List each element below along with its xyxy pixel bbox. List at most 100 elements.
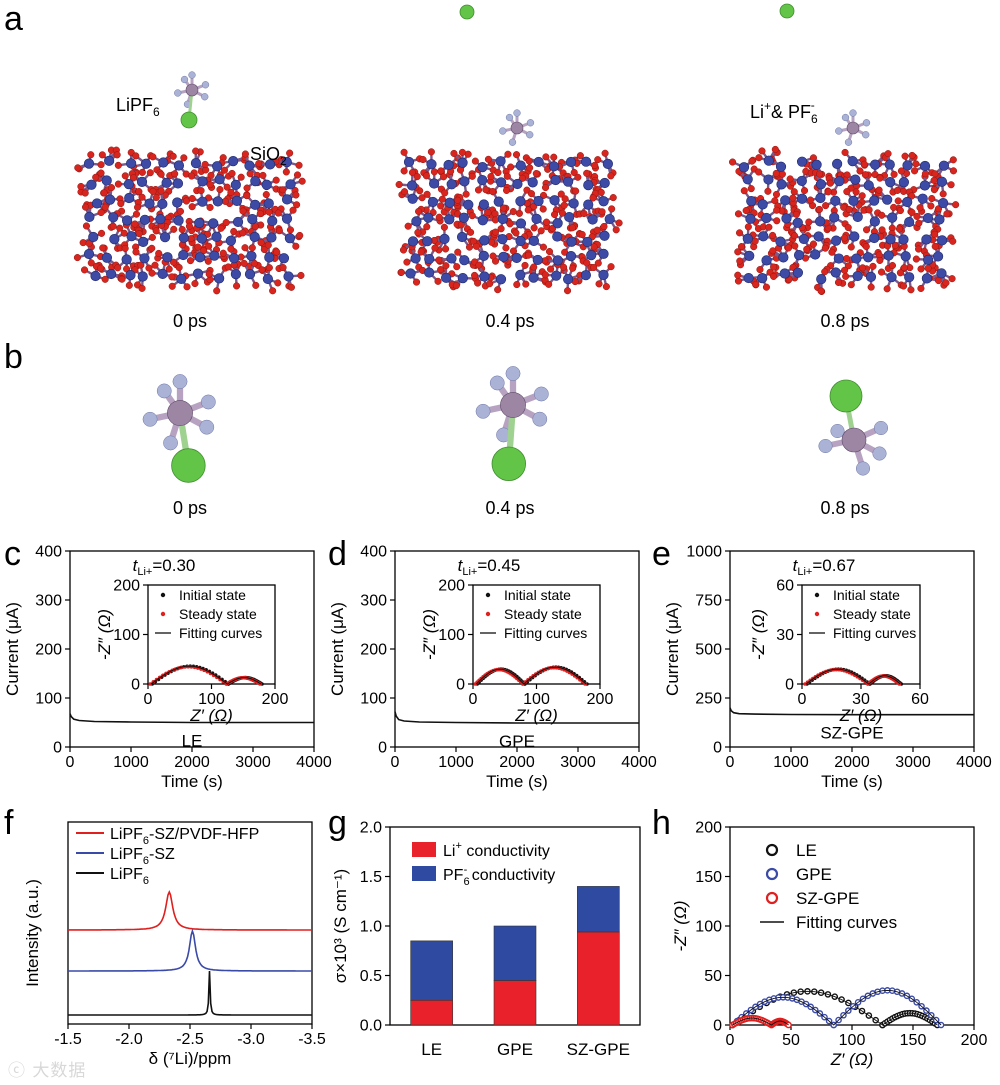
oxygen-atom (607, 263, 615, 271)
silicon-atom (532, 254, 543, 266)
oxygen-atom (412, 278, 421, 286)
oxygen-atom (240, 259, 248, 267)
silicon-atom (444, 197, 455, 208)
oxygen-atom (148, 244, 156, 252)
silicon-atom (528, 235, 539, 246)
oxygen-atom (600, 222, 608, 231)
silicon-atom (83, 248, 95, 260)
silicon-atom (851, 253, 862, 264)
silicon-atom (599, 230, 610, 241)
y-tick-label: 200 (360, 642, 387, 659)
oxygen-atom (157, 170, 165, 178)
silicon-atom (598, 269, 609, 280)
oxygen-atom (815, 205, 823, 214)
oxygen-atom (894, 197, 902, 205)
silicon-atom (426, 159, 437, 170)
oxygen-atom (400, 188, 409, 196)
fluorine-atom (475, 403, 491, 419)
silicon-atom (869, 232, 880, 244)
oxygen-atom (415, 207, 423, 216)
silicon-atom (192, 268, 204, 279)
silicon-atom (583, 180, 594, 191)
oxygen-atom (769, 231, 777, 239)
legend-label: LiPF6 (110, 866, 149, 887)
silicon-atom (125, 270, 136, 281)
silicon-atom (832, 158, 843, 169)
silicon-atom (938, 160, 950, 171)
oxygen-atom (842, 272, 850, 280)
oxygen-atom (524, 251, 532, 259)
oxygen-atom (430, 168, 438, 176)
current-decay-line (394, 711, 639, 724)
oxygen-atom (821, 244, 829, 252)
panel-b-ion-pair-snapshots: 0 ps 0.4 ps 0.8 ps (142, 366, 889, 518)
x-tick-label: 50 (782, 1032, 800, 1049)
oxygen-atom (178, 225, 186, 234)
silicon-atom (580, 156, 592, 167)
oxygen-atom (907, 286, 915, 294)
silicon-atom (887, 212, 898, 223)
inset-y-label: -Z″ (Ω) (749, 609, 768, 660)
silicon-atom (138, 236, 149, 247)
oxygen-atom (521, 261, 529, 269)
oxygen-atom (77, 182, 85, 191)
li-ion-04ps (459, 4, 475, 20)
oxygen-atom (413, 173, 421, 181)
legend-label: Fitting curves (796, 913, 897, 932)
oxygen-atom (803, 245, 811, 253)
inset-legend-label: Steady state (504, 606, 582, 622)
oxygen-atom (183, 283, 191, 291)
phosphorus-atom (167, 400, 193, 426)
silicon-atom (190, 158, 202, 169)
oxygen-atom (890, 203, 898, 211)
oxygen-atom (860, 160, 868, 168)
legend-marker (765, 891, 779, 905)
oxygen-atom (843, 254, 851, 263)
oxygen-atom (273, 248, 281, 256)
silicon-atom (775, 236, 786, 247)
silicon-atom (212, 161, 223, 172)
inset-x-label: Z′ (Ω) (839, 706, 883, 725)
oxygen-atom (188, 172, 196, 180)
oxygen-atom (138, 284, 146, 292)
oxygen-atom (790, 188, 798, 196)
fluorine-atom (844, 138, 853, 146)
oxygen-atom (97, 264, 105, 272)
x-axis-label: Time (s) (821, 772, 883, 791)
y-axis-label: -Z″ (Ω) (671, 900, 690, 951)
steady-state-point (803, 682, 807, 686)
oxygen-atom (865, 206, 873, 214)
oxygen-atom (503, 186, 511, 194)
silicon-atom (919, 160, 931, 172)
silicon-atom (582, 236, 593, 248)
time-label-a-0: 0 ps (173, 311, 207, 331)
panel-label-h: h (652, 804, 671, 842)
silicon-atom (108, 212, 119, 223)
oxygen-atom (928, 194, 936, 203)
x-tick-label: 0 (66, 754, 75, 771)
silicon-atom (852, 211, 863, 222)
legend-label: SZ-GPE (796, 889, 859, 908)
silicon-atom (457, 272, 468, 284)
silicon-atom (850, 174, 861, 185)
phosphorus-atom (846, 121, 860, 135)
oxygen-atom (608, 205, 616, 213)
oxygen-atom (286, 149, 294, 157)
silicon-atom (779, 268, 790, 279)
silicon-atom (885, 234, 896, 245)
oxygen-atom (518, 174, 526, 182)
x-tick-label: 0 (144, 691, 153, 708)
panel-label-b: b (4, 338, 23, 376)
fluorine-atom (499, 127, 507, 135)
silicon-atom (407, 193, 418, 204)
silicon-atom (531, 213, 542, 225)
oxygen-atom (98, 151, 106, 159)
silicon-atom (157, 198, 168, 210)
oxygen-atom (875, 186, 883, 194)
oxygen-atom (255, 160, 263, 168)
oxygen-atom (772, 190, 781, 198)
oxygen-atom (454, 248, 462, 256)
lipf6-pair-0ps (142, 374, 216, 483)
oxygen-atom (168, 282, 176, 290)
